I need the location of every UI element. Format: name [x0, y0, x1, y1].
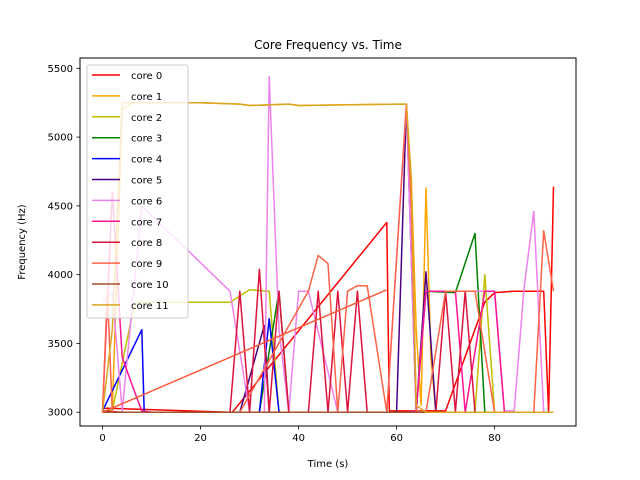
- y-axis-label: Frequency (Hz): [17, 204, 28, 280]
- legend-label: core 3: [131, 134, 162, 145]
- legend-label: core 6: [131, 196, 162, 207]
- y-tick-label: 4000: [48, 270, 73, 281]
- legend-label: core 7: [131, 217, 162, 228]
- x-axis: 0 20 40 60 80: [99, 426, 501, 444]
- legend-label: core 11: [131, 301, 169, 312]
- series-line-12: [102, 289, 388, 413]
- plot-frame: [79, 57, 577, 427]
- x-axis-label: Time (s): [307, 459, 349, 470]
- legend-label: core 9: [131, 259, 162, 270]
- chart-title: Core Frequency vs. Time: [254, 38, 402, 52]
- legend-label: core 0: [131, 71, 162, 82]
- y-tick-label: 5000: [48, 133, 73, 144]
- legend-label: core 5: [131, 176, 162, 187]
- legend-label: core 1: [131, 92, 162, 103]
- legend-label: core 2: [131, 113, 162, 124]
- legend-box: [86, 64, 189, 319]
- y-tick-label: 4500: [48, 201, 73, 212]
- x-tick-label: 20: [194, 433, 207, 444]
- x-tick-label: 60: [390, 433, 403, 444]
- x-tick-label: 40: [292, 433, 305, 444]
- y-tick-label: 5500: [48, 64, 73, 75]
- y-tick-label: 3500: [48, 339, 73, 350]
- x-tick-label: 0: [99, 433, 105, 444]
- legend: core 0 core 1 core 2 core 3 core 4 core 5 core…: [86, 64, 189, 319]
- x-tick-label: 80: [488, 433, 501, 444]
- legend-label: core 8: [131, 238, 162, 249]
- y-axis: 3000 3500 4000 4500 5000 5500: [48, 64, 80, 419]
- legend-label: core 4: [131, 155, 162, 166]
- y-tick-label: 3000: [48, 408, 73, 419]
- legend-label: core 10: [131, 280, 169, 291]
